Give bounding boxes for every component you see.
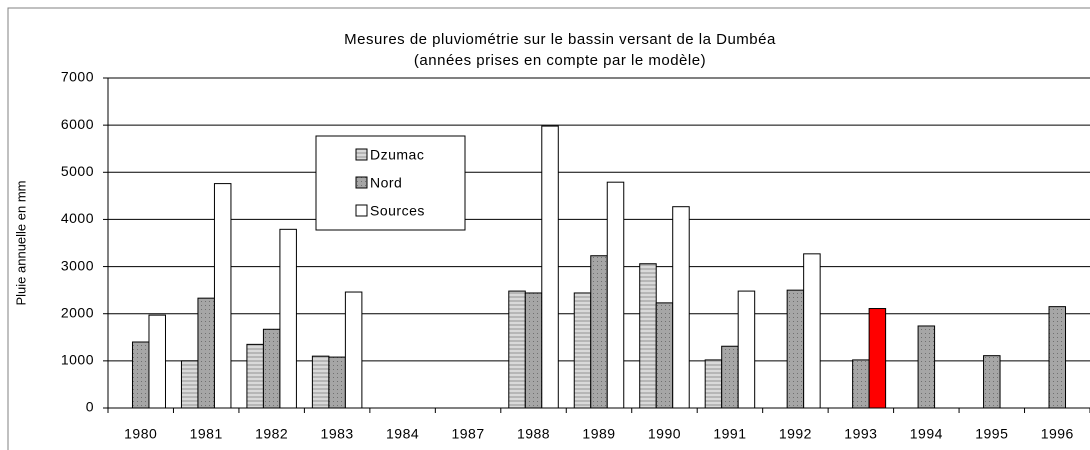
x-tick-label: 1988 xyxy=(517,426,550,442)
bar xyxy=(737,290,756,409)
y-tick-label: 3000 xyxy=(61,257,94,273)
x-tick-label: 1990 xyxy=(648,426,681,442)
x-tick-label: 1984 xyxy=(386,426,419,442)
y-tick-label: 5000 xyxy=(61,163,94,179)
bar xyxy=(704,359,723,409)
y-tick-label: 2000 xyxy=(61,304,94,320)
legend-box xyxy=(315,135,466,231)
legend-swatch xyxy=(355,176,368,189)
bar xyxy=(721,345,739,409)
x-tick-label: 1996 xyxy=(1041,426,1074,442)
x-tick-label: 1982 xyxy=(255,426,288,442)
bar xyxy=(262,328,281,409)
x-tick-label: 1992 xyxy=(779,426,812,442)
bar xyxy=(148,314,166,409)
x-tick-label: 1995 xyxy=(975,426,1008,442)
bar xyxy=(590,255,608,409)
bar xyxy=(524,292,543,409)
legend-label: Sources xyxy=(370,203,425,219)
bar xyxy=(639,263,657,409)
bar xyxy=(786,289,805,409)
bar xyxy=(983,355,1001,409)
chart-frame xyxy=(7,7,1090,450)
y-tick-label: 1000 xyxy=(61,352,94,368)
legend-label: Dzumac xyxy=(370,147,424,163)
bar xyxy=(917,325,936,409)
bar xyxy=(197,297,215,409)
legend-swatch xyxy=(355,204,368,217)
bar xyxy=(803,253,821,409)
chart-title: Mesures de pluviométrie sur le bassin ve… xyxy=(344,31,776,48)
x-tick-label: 1980 xyxy=(124,426,157,442)
bar xyxy=(868,308,887,409)
bar xyxy=(246,343,264,409)
legend-swatch xyxy=(355,148,368,161)
legend-label: Nord xyxy=(370,175,402,191)
bar xyxy=(606,181,625,409)
x-tick-label: 1989 xyxy=(582,426,615,442)
x-tick-label: 1991 xyxy=(713,426,746,442)
bar xyxy=(180,360,199,409)
bar xyxy=(1048,306,1067,409)
bar xyxy=(573,292,592,409)
bar xyxy=(311,355,330,409)
y-tick-label: 6000 xyxy=(61,116,94,132)
bar xyxy=(344,291,363,409)
bar xyxy=(852,359,870,409)
x-tick-label: 1994 xyxy=(910,426,943,442)
y-tick-label: 7000 xyxy=(61,69,94,85)
x-tick-label: 1983 xyxy=(321,426,354,442)
chart-subtitle: (années prises en compte par le modèle) xyxy=(414,52,706,69)
bar xyxy=(655,302,674,409)
x-tick-label: 1981 xyxy=(190,426,223,442)
bar xyxy=(213,183,232,409)
x-tick-label: 1993 xyxy=(844,426,877,442)
bar xyxy=(672,206,690,409)
bar xyxy=(279,228,297,409)
bar xyxy=(328,356,346,409)
bar xyxy=(131,341,150,409)
bar xyxy=(508,290,526,409)
y-axis-label: Pluie annuelle en mm xyxy=(13,180,28,305)
bar xyxy=(541,125,559,409)
x-tick-label: 1987 xyxy=(451,426,484,442)
y-tick-label: 0 xyxy=(86,399,94,415)
y-tick-label: 4000 xyxy=(61,210,94,226)
